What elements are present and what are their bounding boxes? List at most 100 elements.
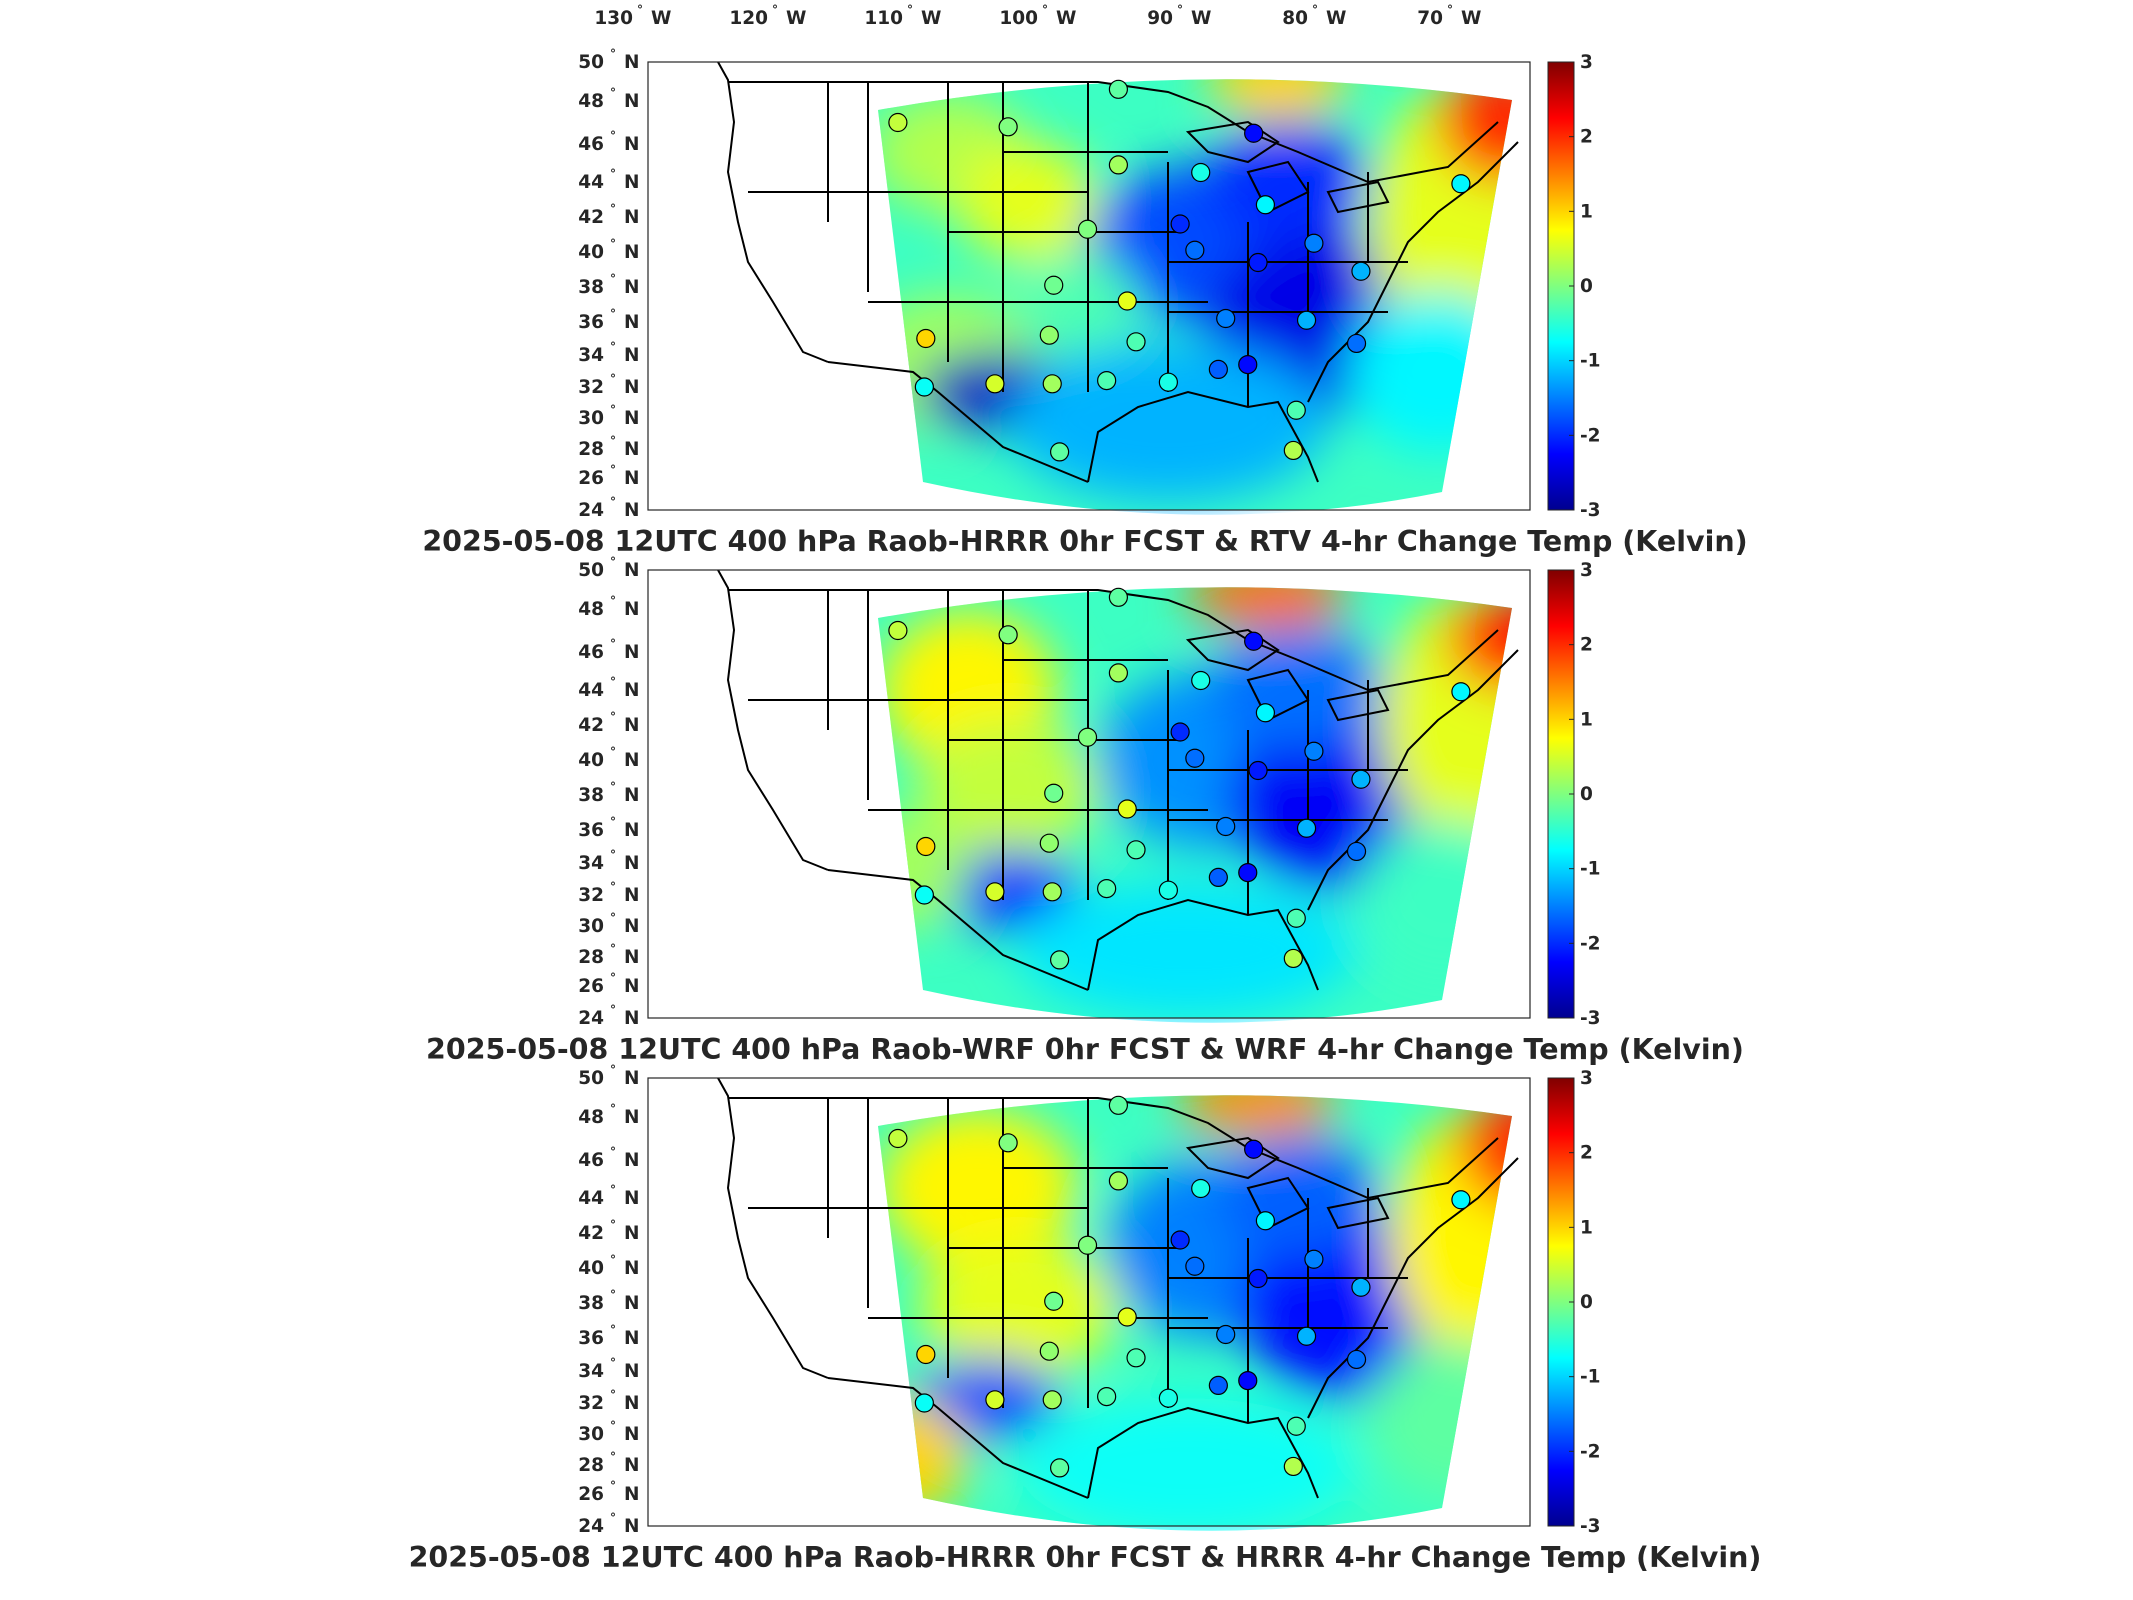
- lat-tick-label: 32: [578, 885, 604, 906]
- boundary-line: [827, 869, 1089, 991]
- temperature-field: [878, 1095, 1512, 1531]
- degree-symbol: °: [610, 167, 616, 181]
- lat-tick-label: 40: [578, 242, 604, 263]
- field-region: [878, 1108, 1078, 1268]
- latitude-labels: 50 ° N 48 ° N 46 ° N 44 ° N 42 ° N 40 ° N 38 ° N 36 ° N 34 ° N 32 ° N…: [578, 1063, 639, 1537]
- raob-stations: [888, 587, 1471, 970]
- boundary-line: [717, 569, 829, 871]
- longitude-labels: 130 ° W 120 ° W 110 ° W 100 ° W 90 ° W 80 ° W 70 ° W: [594, 3, 1481, 29]
- degree-symbol: °: [610, 880, 616, 894]
- lat-tick-label: 24: [578, 1008, 604, 1029]
- lat-unit-label: N: [624, 1150, 639, 1171]
- degree-symbol: °: [610, 1003, 616, 1017]
- degree-symbol: °: [610, 745, 616, 759]
- lat-tick-label: 42: [578, 1223, 604, 1244]
- degree-symbol: °: [610, 237, 616, 251]
- lat-unit-label: N: [624, 642, 639, 663]
- raob-station-marker: [1283, 948, 1303, 969]
- degree-symbol: °: [610, 675, 616, 689]
- lon-unit-label: W: [1326, 8, 1346, 29]
- raob-station-marker: [1238, 1370, 1258, 1391]
- field-region: [1218, 1138, 1378, 1258]
- degree-symbol: °: [610, 1511, 616, 1525]
- lat-tick-label: 38: [578, 785, 604, 806]
- lat-unit-label: N: [624, 1455, 639, 1476]
- raob-station-marker: [1255, 195, 1276, 215]
- colorbar-tick-label: 2: [1580, 635, 1593, 656]
- lat-unit-label: N: [624, 1008, 639, 1029]
- lat-unit-label: N: [624, 885, 639, 906]
- degree-symbol: °: [610, 848, 616, 862]
- raob-station-marker: [1042, 882, 1062, 902]
- temperature-field: [878, 79, 1512, 510]
- lat-unit-label: N: [624, 560, 639, 581]
- lon-unit-label: W: [921, 8, 941, 29]
- degree-symbol: °: [1312, 3, 1318, 17]
- raob-station-marker: [1286, 1416, 1306, 1436]
- colorbar: 3 2 1 0 -1 -2 -3: [1547, 1068, 1601, 1537]
- map-panel-1: 50 ° N48 ° N46 ° N44 ° N42 ° N40 ° N38 ° N36 ° N34 ° N32 ° N…: [422, 3, 1747, 558]
- lat-unit-label: N: [624, 408, 639, 429]
- lat-unit-label: N: [624, 91, 639, 112]
- colorbar-tick-label: -1: [1580, 1367, 1601, 1388]
- field-region: [1208, 79, 1348, 122]
- lat-unit-label: N: [624, 820, 639, 841]
- axes-frame: [647, 569, 1531, 1019]
- raob-station-marker: [1286, 908, 1306, 928]
- lat-unit-label: N: [624, 377, 639, 398]
- boundary-line: [717, 61, 829, 363]
- colorbar-tick-label: -2: [1580, 933, 1601, 954]
- degree-symbol: °: [610, 202, 616, 216]
- colorbar-tick-label: -3: [1580, 500, 1601, 521]
- lat-unit-label: N: [624, 439, 639, 460]
- raob-station-marker: [1238, 355, 1258, 375]
- lon-unit-label: W: [1461, 8, 1481, 29]
- latitude-labels: 50 ° N 48 ° N 46 ° N 44 ° N 42 ° N 40 ° N 38 ° N 36 ° N 34 ° N 32 ° N…: [578, 47, 639, 521]
- lat-tick-label: 50: [578, 52, 604, 73]
- degree-symbol: °: [610, 307, 616, 321]
- lat-tick-label: 26: [578, 1484, 604, 1505]
- lon-unit-label: W: [1056, 8, 1076, 29]
- boundary-line: [1326, 180, 1390, 214]
- raob-station-marker: [888, 112, 908, 133]
- lat-tick-label: 42: [578, 207, 604, 228]
- colorbar-tick-label: 0: [1580, 784, 1593, 805]
- degree-symbol: °: [610, 86, 616, 100]
- raob-station-marker: [1158, 880, 1178, 900]
- lat-unit-label: N: [624, 947, 639, 968]
- degree-symbol: °: [610, 1419, 616, 1433]
- colorbar: 3 2 1 0 -1 -2 -3: [1547, 52, 1601, 521]
- raob-station-marker: [888, 620, 908, 641]
- raob-station-marker: [1170, 1230, 1190, 1250]
- lat-tick-label: 28: [578, 1455, 604, 1476]
- raob-station-marker: [1044, 1291, 1064, 1311]
- colorbar-tick-label: 2: [1580, 1143, 1593, 1164]
- lat-unit-label: N: [624, 134, 639, 155]
- degree-symbol: °: [610, 1063, 616, 1077]
- degree-symbol: °: [610, 637, 616, 651]
- degree-symbol: °: [610, 1388, 616, 1402]
- lat-unit-label: N: [624, 172, 639, 193]
- lat-tick-label: 26: [578, 468, 604, 489]
- raob-station-marker: [1158, 1388, 1178, 1408]
- raob-station-marker: [916, 328, 936, 349]
- panel-title: 2025-05-08 12UTC 400 hPa Raob-HRRR 0hr F…: [422, 525, 1747, 558]
- raob-station-marker: [1351, 769, 1371, 789]
- raob-station-marker: [1117, 291, 1137, 311]
- raob-station-marker: [1191, 162, 1211, 183]
- field-region: [1178, 1095, 1338, 1138]
- colorbar-tick-label: -3: [1580, 1516, 1601, 1537]
- lon-tick-label: 100: [999, 8, 1038, 29]
- raob-station-marker: [1351, 261, 1371, 281]
- lat-tick-label: 28: [578, 947, 604, 968]
- field-region: [1188, 587, 1348, 630]
- raob-station-marker: [1108, 79, 1129, 99]
- lat-tick-label: 30: [578, 1424, 604, 1445]
- raob-station-marker: [1185, 240, 1205, 260]
- degree-symbol: °: [1177, 3, 1183, 17]
- raob-station-marker: [1304, 233, 1324, 253]
- lat-unit-label: N: [624, 750, 639, 771]
- raob-station-marker: [1185, 748, 1205, 768]
- lat-tick-label: 42: [578, 715, 604, 736]
- degree-symbol: °: [637, 3, 643, 17]
